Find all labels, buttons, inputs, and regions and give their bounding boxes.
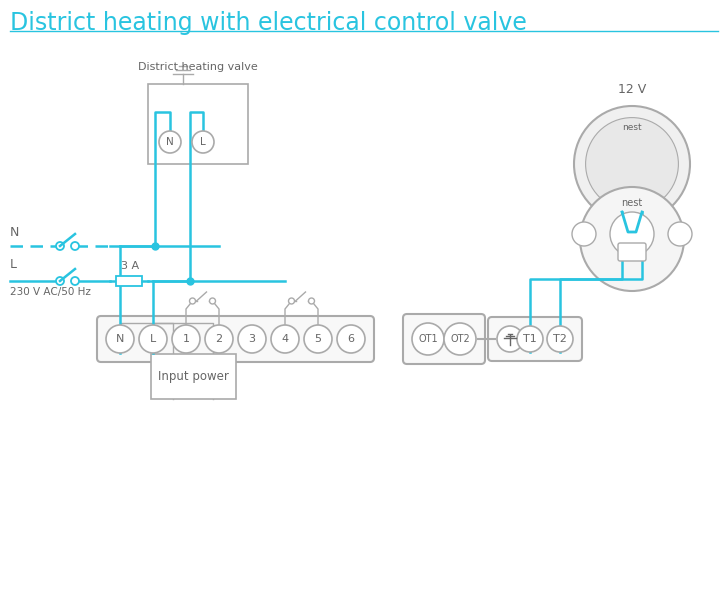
Text: N: N xyxy=(166,137,174,147)
Circle shape xyxy=(288,298,295,304)
Circle shape xyxy=(574,106,690,222)
Circle shape xyxy=(337,325,365,353)
Text: District heating with electrical control valve: District heating with electrical control… xyxy=(10,11,527,35)
Text: Input power: Input power xyxy=(157,370,229,383)
Circle shape xyxy=(497,326,523,352)
Circle shape xyxy=(271,325,299,353)
Text: 4: 4 xyxy=(282,334,288,344)
Circle shape xyxy=(572,222,596,246)
Circle shape xyxy=(106,325,134,353)
Text: N: N xyxy=(116,334,124,344)
Text: 3: 3 xyxy=(248,334,256,344)
FancyBboxPatch shape xyxy=(116,276,142,286)
Circle shape xyxy=(610,212,654,256)
Text: 3 A: 3 A xyxy=(121,261,139,271)
FancyBboxPatch shape xyxy=(403,314,485,364)
Text: OT1: OT1 xyxy=(418,334,438,344)
Circle shape xyxy=(159,131,181,153)
Text: nest: nest xyxy=(622,198,643,208)
Circle shape xyxy=(139,325,167,353)
Circle shape xyxy=(71,242,79,250)
FancyBboxPatch shape xyxy=(97,316,374,362)
Text: 2: 2 xyxy=(215,334,223,344)
Circle shape xyxy=(56,277,64,285)
Text: 6: 6 xyxy=(347,334,355,344)
Circle shape xyxy=(56,242,64,250)
Text: 5: 5 xyxy=(314,334,322,344)
Circle shape xyxy=(309,298,314,304)
Text: District heating valve: District heating valve xyxy=(138,62,258,72)
Text: OT2: OT2 xyxy=(450,334,470,344)
Circle shape xyxy=(238,325,266,353)
FancyBboxPatch shape xyxy=(488,317,582,361)
Circle shape xyxy=(205,325,233,353)
Circle shape xyxy=(547,326,573,352)
FancyBboxPatch shape xyxy=(148,84,248,164)
Circle shape xyxy=(189,298,196,304)
Circle shape xyxy=(304,325,332,353)
Text: nest: nest xyxy=(622,124,642,132)
Circle shape xyxy=(444,323,476,355)
Text: T1: T1 xyxy=(523,334,537,344)
Circle shape xyxy=(668,222,692,246)
Text: L: L xyxy=(10,258,17,270)
Circle shape xyxy=(71,277,79,285)
Text: N: N xyxy=(10,226,20,239)
FancyBboxPatch shape xyxy=(618,243,646,261)
Text: L: L xyxy=(150,334,156,344)
Circle shape xyxy=(192,131,214,153)
Circle shape xyxy=(412,323,444,355)
Circle shape xyxy=(210,298,215,304)
Circle shape xyxy=(580,187,684,291)
Text: L: L xyxy=(200,137,206,147)
Circle shape xyxy=(585,118,678,210)
Text: T2: T2 xyxy=(553,334,567,344)
FancyBboxPatch shape xyxy=(151,354,235,399)
Text: 12 V: 12 V xyxy=(618,83,646,96)
Text: 230 V AC/50 Hz: 230 V AC/50 Hz xyxy=(10,287,91,297)
Circle shape xyxy=(172,325,200,353)
Circle shape xyxy=(517,326,543,352)
Text: 1: 1 xyxy=(183,334,189,344)
